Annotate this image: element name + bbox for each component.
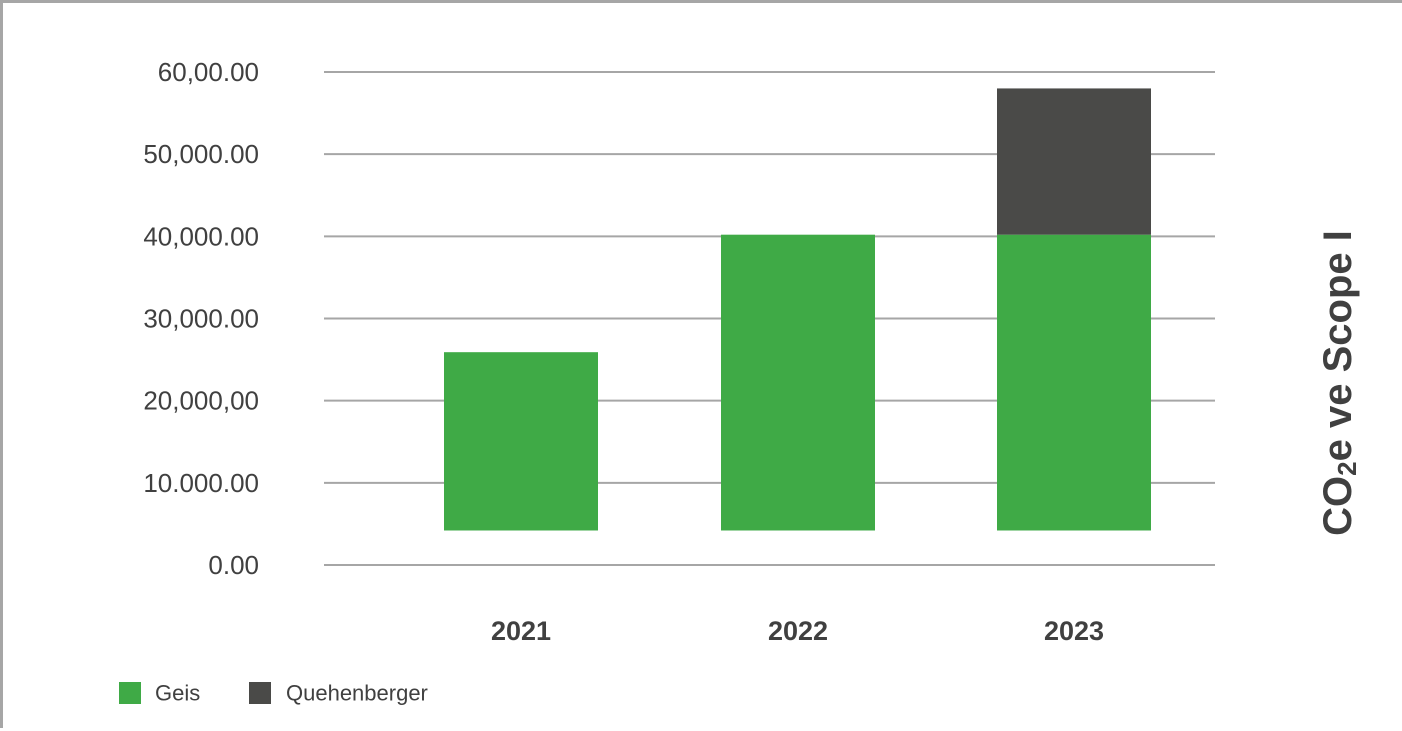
side-title-rest: e ve Scope I <box>1316 230 1360 461</box>
bar-geis-2021 <box>444 352 598 531</box>
bar-geis-2023 <box>997 234 1151 531</box>
y-tick-label: 20,000,00 <box>143 386 259 416</box>
y-tick-label: 10.000.00 <box>143 468 259 498</box>
bars <box>444 88 1151 531</box>
x-category-label: 2022 <box>768 616 828 646</box>
side-title-subscript: 2 <box>1332 461 1362 475</box>
bar-chart: 0.00 10.000.00 20,000,00 30,000.00 40,000.00… <box>119 57 1362 706</box>
bar-geis-2022 <box>721 234 875 531</box>
y-tick-label: 40,000.00 <box>143 221 259 251</box>
legend-label-quehenberger: Quehenberger <box>286 681 428 706</box>
x-axis-category-labels: 2021 2022 2023 <box>491 616 1104 646</box>
legend-swatch-quehenberger <box>249 682 271 704</box>
y-tick-label: 50,000.00 <box>143 139 259 169</box>
side-title: CO2e ve Scope I <box>1316 230 1362 536</box>
legend-swatch-geis <box>119 682 141 704</box>
y-tick-label: 60,00.00 <box>158 57 259 87</box>
bar-quehenberger-2023 <box>997 88 1151 235</box>
legend-label-geis: Geis <box>155 681 200 706</box>
y-tick-label: 0.00 <box>208 550 259 580</box>
legend: Geis Quehenberger <box>119 681 428 706</box>
x-category-label: 2023 <box>1044 616 1104 646</box>
side-title-main: CO <box>1316 476 1360 536</box>
x-category-label: 2021 <box>491 616 551 646</box>
y-axis-tick-labels: 0.00 10.000.00 20,000,00 30,000.00 40,000.00… <box>143 57 259 580</box>
y-tick-label: 30,000.00 <box>143 304 259 334</box>
